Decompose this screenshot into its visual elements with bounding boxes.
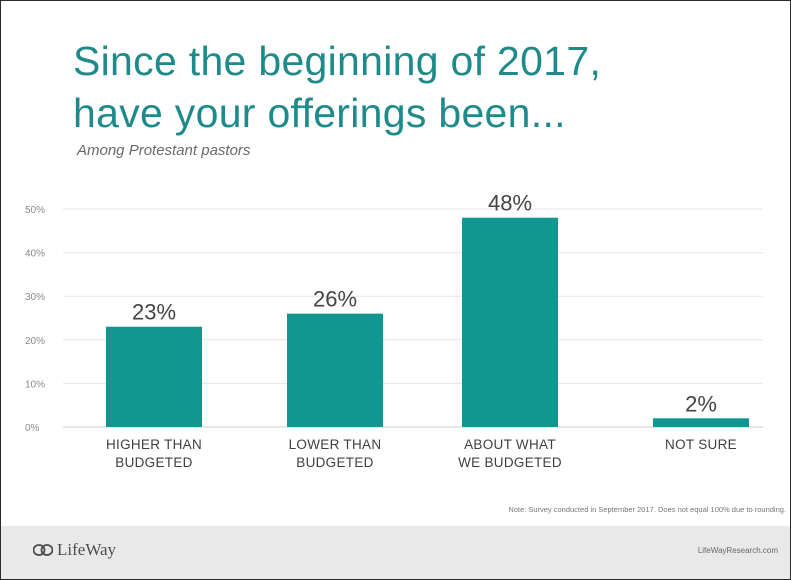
y-tick-label: 20% xyxy=(25,336,45,347)
y-tick-label: 30% xyxy=(25,292,45,303)
category-label: LOWER THAN xyxy=(289,437,382,452)
y-tick-label: 0% xyxy=(25,423,40,434)
y-tick-label: 40% xyxy=(25,249,45,260)
bar xyxy=(653,418,749,427)
lifeway-logo: LifeWay xyxy=(33,540,116,560)
data-label: 48% xyxy=(488,191,532,216)
bar xyxy=(106,327,202,427)
website-url: LifeWayResearch.com xyxy=(698,546,778,555)
category-label: WE BUDGETED xyxy=(458,455,562,470)
category-label: HIGHER THAN xyxy=(106,437,202,452)
data-label: 26% xyxy=(313,287,357,312)
logo-text: LifeWay xyxy=(57,540,116,560)
category-label: NOT SURE xyxy=(665,437,737,452)
y-tick-label: 50% xyxy=(25,205,45,216)
category-label: ABOUT WHAT xyxy=(464,437,556,452)
data-label: 23% xyxy=(132,300,176,325)
bar-chart: 0% 10% 20% 30% 40% 50% 23% HIGHER THAN BUDGETED 2… xyxy=(1,1,790,526)
footer-bar: LifeWay LifeWayResearch.com xyxy=(1,526,790,579)
survey-note: Note: Survey conducted in September 2017… xyxy=(508,505,786,514)
category-label: BUDGETED xyxy=(115,455,192,470)
bar xyxy=(287,314,383,427)
data-label: 2% xyxy=(685,391,717,416)
bar xyxy=(462,218,558,427)
lifeway-logo-icon xyxy=(33,543,53,557)
category-label: BUDGETED xyxy=(296,455,373,470)
y-tick-label: 10% xyxy=(25,379,45,390)
